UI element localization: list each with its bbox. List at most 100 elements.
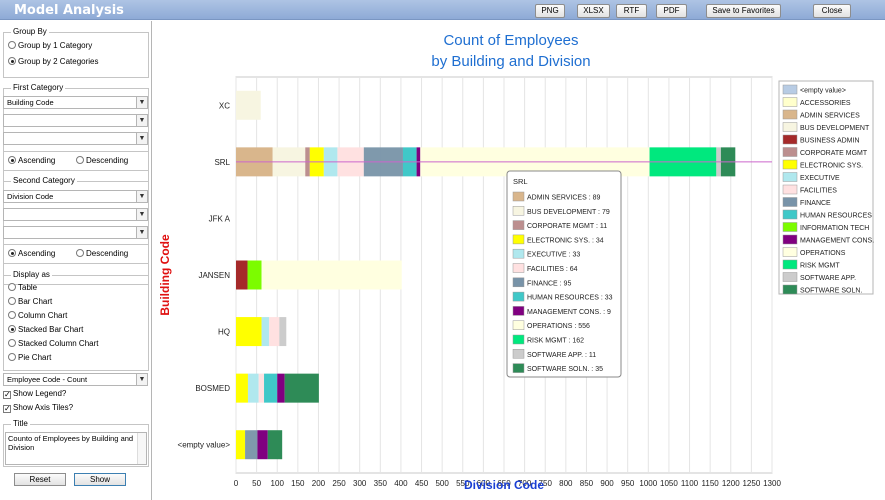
- export-rtf-button[interactable]: RTF: [616, 4, 647, 18]
- radio-icon[interactable]: [8, 41, 16, 49]
- legend-swatch: [782, 272, 798, 282]
- display-option-stacked-bar-chart[interactable]: Stacked Bar Chart: [8, 324, 83, 336]
- group-by-2-radio[interactable]: Group by 2 Categories: [8, 56, 99, 68]
- tooltip-swatch: [512, 220, 525, 230]
- first-category-select-3[interactable]: ▼: [3, 132, 148, 145]
- textarea-scrollbar[interactable]: [137, 433, 146, 464]
- display-option-stacked-column-chart[interactable]: Stacked Column Chart: [8, 338, 98, 350]
- bar-segment: [236, 90, 261, 120]
- save-to-favorites-button[interactable]: Save to Favorites: [706, 4, 781, 18]
- tooltip-entry: EXECUTIVE : 33: [527, 252, 580, 259]
- chevron-down-icon[interactable]: ▼: [136, 227, 147, 238]
- second-ascending-radio[interactable]: Ascending: [8, 248, 55, 260]
- radio-icon[interactable]: [76, 156, 84, 164]
- chart-title-line: by Building and Division: [431, 53, 590, 70]
- display-option-pie-chart[interactable]: Pie Chart: [8, 352, 51, 364]
- legend-label: INFORMATION TECH: [800, 225, 869, 232]
- legend-label: EXECUTIVE: [800, 175, 840, 182]
- chevron-down-icon[interactable]: ▼: [136, 209, 147, 220]
- legend-swatch: [782, 109, 798, 120]
- first-category-select-2[interactable]: ▼: [3, 114, 148, 127]
- bar-segment: [236, 317, 262, 347]
- checkbox-checked-icon[interactable]: ✓: [3, 390, 11, 399]
- chevron-down-icon[interactable]: ▼: [136, 115, 147, 126]
- second-sort-group: Ascending Descending: [3, 244, 149, 264]
- checkbox-checked-icon[interactable]: ✓: [3, 404, 11, 413]
- radio-icon[interactable]: [76, 249, 84, 257]
- radio-icon[interactable]: [8, 283, 16, 291]
- second-category-select-1[interactable]: Division Code ▼: [3, 190, 148, 203]
- x-axis-label: Division Code: [464, 478, 544, 492]
- second-category-select-3[interactable]: ▼: [3, 226, 148, 239]
- legend-label: MANAGEMENT CONS.: [800, 238, 874, 245]
- radio-icon[interactable]: [8, 353, 16, 361]
- export-png-button[interactable]: PNG: [535, 4, 565, 18]
- export-pdf-button[interactable]: PDF: [656, 4, 687, 18]
- y-tick-label: JFK A: [209, 214, 231, 223]
- tooltip-entry: SOFTWARE SOLN. : 35: [527, 366, 603, 373]
- measure-select[interactable]: Employee Code - Count ▼: [3, 373, 148, 386]
- legend-swatch: [782, 284, 798, 295]
- title-fieldset: Title Counto of Employees by Building an…: [3, 419, 149, 467]
- title-textarea[interactable]: Counto of Employees by Building and Divi…: [5, 432, 147, 465]
- chevron-down-icon[interactable]: ▼: [136, 374, 147, 385]
- tooltip-swatch: [512, 277, 525, 288]
- bar-segment: [236, 430, 246, 460]
- second-category-select-2[interactable]: ▼: [3, 208, 148, 221]
- chevron-down-icon[interactable]: ▼: [136, 191, 147, 202]
- x-tick-label: 0: [234, 479, 239, 488]
- bar-segment: [245, 430, 258, 460]
- bar-segment: [247, 373, 259, 403]
- legend-swatch: [782, 97, 798, 107]
- x-tick-label: 1000: [639, 479, 657, 488]
- radio-selected-icon[interactable]: [8, 57, 16, 65]
- display-option-bar-chart[interactable]: Bar Chart: [8, 296, 52, 308]
- radio-icon[interactable]: [8, 339, 16, 347]
- tooltip-swatch: [512, 234, 525, 245]
- legend-label: RISK MGMT: [800, 263, 840, 270]
- legend-label: BUSINESS ADMIN: [800, 138, 860, 145]
- group-by-1-radio[interactable]: Group by 1 Category: [8, 40, 92, 52]
- legend-label: BUS DEVELOPMENT: [800, 125, 870, 132]
- first-ascending-label: Ascending: [18, 156, 56, 165]
- show-legend-label: Show Legend?: [13, 389, 67, 398]
- bar-segment: [279, 317, 287, 347]
- radio-selected-icon[interactable]: [8, 156, 16, 164]
- show-legend-checkbox[interactable]: ✓ Show Legend?: [3, 388, 66, 400]
- chevron-down-icon[interactable]: ▼: [136, 97, 147, 108]
- display-option-column-chart[interactable]: Column Chart: [8, 310, 67, 322]
- bar-segment: [264, 373, 278, 403]
- legend-swatch: [782, 184, 798, 195]
- y-tick-label: SRL: [214, 158, 230, 167]
- first-descending-radio[interactable]: Descending: [76, 155, 128, 167]
- y-tick-label: <empty value>: [178, 441, 231, 450]
- close-button[interactable]: Close: [813, 4, 851, 18]
- stacked-bar-chart: Count of Employees by Building and Divisi…: [158, 32, 874, 492]
- x-tick-label: 550: [456, 479, 470, 488]
- chevron-down-icon[interactable]: ▼: [136, 133, 147, 144]
- export-xlsx-button[interactable]: XLSX: [577, 4, 610, 18]
- bar-segment: [236, 260, 248, 290]
- radio-icon[interactable]: [8, 311, 16, 319]
- radio-selected-icon[interactable]: [8, 325, 16, 333]
- radio-selected-icon[interactable]: [8, 249, 16, 257]
- show-button[interactable]: Show: [74, 473, 126, 486]
- legend-swatch: [782, 159, 798, 170]
- legend-label: <empty value>: [800, 88, 846, 95]
- first-ascending-radio[interactable]: Ascending: [8, 155, 55, 167]
- reset-button[interactable]: Reset: [14, 473, 66, 486]
- first-category-select-1[interactable]: Building Code ▼: [3, 96, 148, 109]
- display-option-label: Column Chart: [18, 311, 68, 320]
- legend-label: FINANCE: [800, 200, 831, 207]
- bar-segment: [267, 430, 283, 460]
- display-option-table[interactable]: Table: [8, 282, 37, 294]
- legend-swatch: [782, 147, 798, 157]
- show-axis-tiles-checkbox[interactable]: ✓ Show Axis Tiles?: [3, 402, 73, 414]
- x-tick-label: 650: [497, 479, 511, 488]
- tooltip-entry: OPERATIONS : 556: [527, 323, 590, 330]
- options-panel: Group By Group by 1 Category Group by 2 …: [0, 21, 152, 500]
- second-descending-radio[interactable]: Descending: [76, 248, 128, 260]
- legend-label: CORPORATE MGMT: [800, 150, 868, 157]
- legend-swatch: [782, 197, 798, 207]
- radio-icon[interactable]: [8, 297, 16, 305]
